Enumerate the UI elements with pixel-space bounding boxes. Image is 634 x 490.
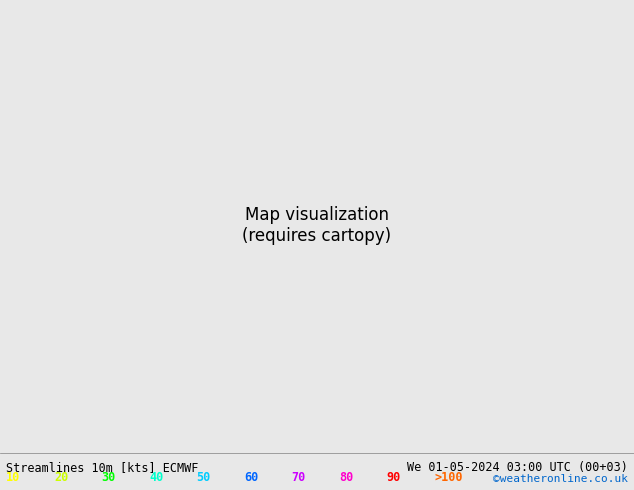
Text: We 01-05-2024 03:00 UTC (00+03): We 01-05-2024 03:00 UTC (00+03): [407, 461, 628, 474]
Text: ©weatheronline.co.uk: ©weatheronline.co.uk: [493, 474, 628, 484]
Text: 30: 30: [101, 471, 115, 484]
Text: Streamlines 10m [kts] ECMWF: Streamlines 10m [kts] ECMWF: [6, 461, 198, 474]
Text: >100: >100: [434, 471, 463, 484]
Text: 10: 10: [6, 471, 20, 484]
Text: Map visualization
(requires cartopy): Map visualization (requires cartopy): [242, 206, 392, 245]
Text: 90: 90: [387, 471, 401, 484]
Text: 40: 40: [149, 471, 163, 484]
Text: 80: 80: [339, 471, 353, 484]
Text: 20: 20: [54, 471, 68, 484]
Text: 50: 50: [197, 471, 210, 484]
Text: 60: 60: [244, 471, 258, 484]
Text: 70: 70: [292, 471, 306, 484]
